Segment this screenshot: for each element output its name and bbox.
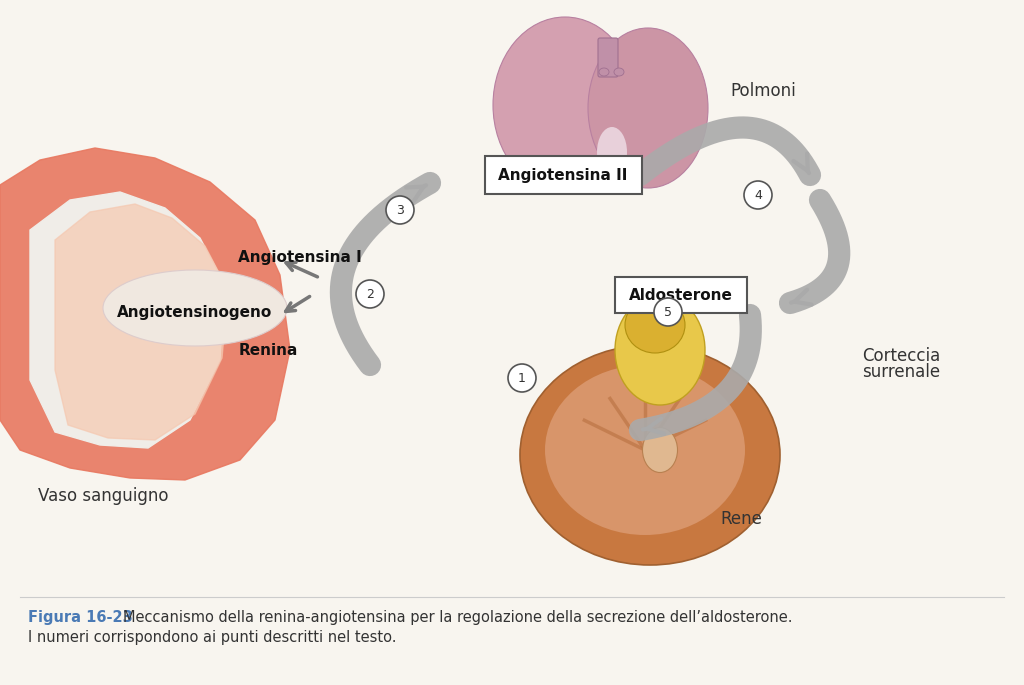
- Ellipse shape: [597, 127, 627, 177]
- Ellipse shape: [493, 17, 637, 193]
- Text: Meccanismo della renina-angiotensina per la regolazione della secrezione dell’al: Meccanismo della renina-angiotensina per…: [123, 610, 793, 625]
- Ellipse shape: [599, 68, 609, 76]
- Circle shape: [744, 181, 772, 209]
- Text: 3: 3: [396, 203, 403, 216]
- Text: Renina: Renina: [239, 343, 298, 358]
- Ellipse shape: [625, 297, 685, 353]
- Ellipse shape: [642, 427, 678, 473]
- Ellipse shape: [588, 28, 708, 188]
- Circle shape: [356, 280, 384, 308]
- Ellipse shape: [615, 295, 705, 405]
- FancyBboxPatch shape: [598, 38, 618, 77]
- Ellipse shape: [103, 270, 287, 346]
- Text: Figura 16-23: Figura 16-23: [28, 610, 133, 625]
- Polygon shape: [30, 192, 225, 448]
- Text: I numeri corrispondono ai punti descritti nel testo.: I numeri corrispondono ai punti descritt…: [28, 630, 396, 645]
- Polygon shape: [0, 148, 290, 480]
- Text: 5: 5: [664, 306, 672, 319]
- Circle shape: [386, 196, 414, 224]
- Text: Polmoni: Polmoni: [730, 82, 796, 100]
- Text: surrenale: surrenale: [862, 363, 940, 381]
- Ellipse shape: [520, 345, 780, 565]
- Text: Aldosterone: Aldosterone: [629, 288, 733, 303]
- Text: Corteccia: Corteccia: [862, 347, 940, 365]
- Ellipse shape: [614, 68, 624, 76]
- Text: 4: 4: [754, 188, 762, 201]
- FancyBboxPatch shape: [485, 156, 642, 194]
- Text: Angiotensinogeno: Angiotensinogeno: [118, 305, 272, 320]
- Polygon shape: [55, 204, 228, 440]
- Text: Rene: Rene: [720, 510, 762, 528]
- Circle shape: [508, 364, 536, 392]
- Text: Angiotensina II: Angiotensina II: [499, 168, 628, 182]
- FancyBboxPatch shape: [615, 277, 746, 313]
- Ellipse shape: [545, 365, 745, 535]
- Circle shape: [654, 298, 682, 326]
- Text: 1: 1: [518, 371, 526, 384]
- Text: 2: 2: [366, 288, 374, 301]
- Text: Angiotensina I: Angiotensina I: [239, 250, 361, 265]
- Text: Vaso sanguigno: Vaso sanguigno: [38, 487, 169, 505]
